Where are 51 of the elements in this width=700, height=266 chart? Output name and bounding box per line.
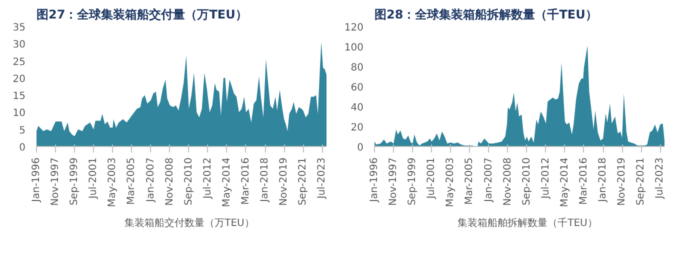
x-tick-label: Nov-1997 bbox=[50, 157, 62, 206]
y-tick-label: 5 bbox=[19, 125, 26, 136]
chart-title: 图28：全球集装箱船拆解数量（千TEU） bbox=[374, 8, 598, 22]
y-tick-label: 0 bbox=[19, 142, 26, 154]
x-tick-label: Sep-2010 bbox=[521, 158, 532, 206]
x-tick-label: Jan-2018 bbox=[598, 157, 609, 203]
x-tick-label: Jul-2001 bbox=[426, 158, 438, 200]
x-tick-label: Jan-2007 bbox=[145, 157, 156, 203]
x-tick-label: Mar-2016 bbox=[578, 157, 590, 205]
y-tick-label: 35 bbox=[12, 22, 26, 34]
x-tick-label: Nov-2008 bbox=[164, 157, 176, 206]
y-tick-label: 10 bbox=[12, 108, 26, 120]
y-tick-label: 30 bbox=[12, 40, 26, 51]
x-tick-label: Jul-2023 bbox=[654, 158, 666, 200]
x-tick-label: Jan-1996 bbox=[31, 157, 42, 203]
x-tick-label: Nov-2008 bbox=[502, 157, 514, 206]
x-tick-label: Jul-2001 bbox=[88, 158, 100, 200]
x-tick-label: Mar-2016 bbox=[240, 157, 252, 205]
x-tick-label: Jul-2023 bbox=[316, 158, 328, 200]
y-tick-label: 60 bbox=[350, 82, 364, 94]
y-tick-label: 100 bbox=[344, 42, 364, 54]
x-tick-label: May-2014 bbox=[221, 157, 232, 208]
y-tick-label: 20 bbox=[12, 74, 26, 85]
x-tick-label: Sep-1999 bbox=[407, 158, 418, 206]
y-tick-label: 20 bbox=[350, 122, 364, 134]
x-tick-label: May-2003 bbox=[107, 157, 118, 208]
x-tick-label: Jan-2007 bbox=[483, 157, 494, 203]
text: 集装箱船交付数量（万TEU） bbox=[124, 216, 254, 230]
text: 集装箱船舶拆解数量（千TEU） bbox=[458, 216, 598, 230]
y-tick-label: 0 bbox=[357, 142, 364, 154]
x-tick-label: Mar-2005 bbox=[464, 157, 476, 205]
x-tick-label: Mar-2005 bbox=[126, 157, 138, 205]
x-tick-label: Nov-1997 bbox=[388, 157, 400, 206]
x-tick-label: Sep-2021 bbox=[298, 158, 309, 206]
x-tick-label: Nov-2019 bbox=[616, 157, 628, 206]
chart-title: 图27：全球集装箱船交付量（万TEU） bbox=[36, 8, 248, 22]
x-tick-label: Sep-1999 bbox=[69, 158, 80, 206]
x-tick-label: Jan-1996 bbox=[369, 157, 380, 203]
y-tick-label: 120 bbox=[344, 22, 364, 34]
y-tick-label: 80 bbox=[350, 62, 364, 74]
x-tick-label: Jul-2012 bbox=[540, 158, 552, 200]
y-tick-label: 15 bbox=[12, 91, 26, 102]
x-tick-label: Nov-2019 bbox=[278, 157, 290, 206]
x-tick-label: May-2014 bbox=[559, 157, 570, 208]
x-tick-label: Sep-2021 bbox=[636, 158, 647, 206]
y-tick-label: 40 bbox=[350, 102, 364, 114]
x-tick-label: Jul-2012 bbox=[202, 158, 214, 200]
x-tick-label: Jan-2018 bbox=[260, 157, 271, 203]
x-tick-label: Sep-2010 bbox=[183, 158, 194, 206]
y-tick-label: 25 bbox=[12, 56, 26, 68]
x-tick-label: May-2003 bbox=[445, 157, 456, 208]
